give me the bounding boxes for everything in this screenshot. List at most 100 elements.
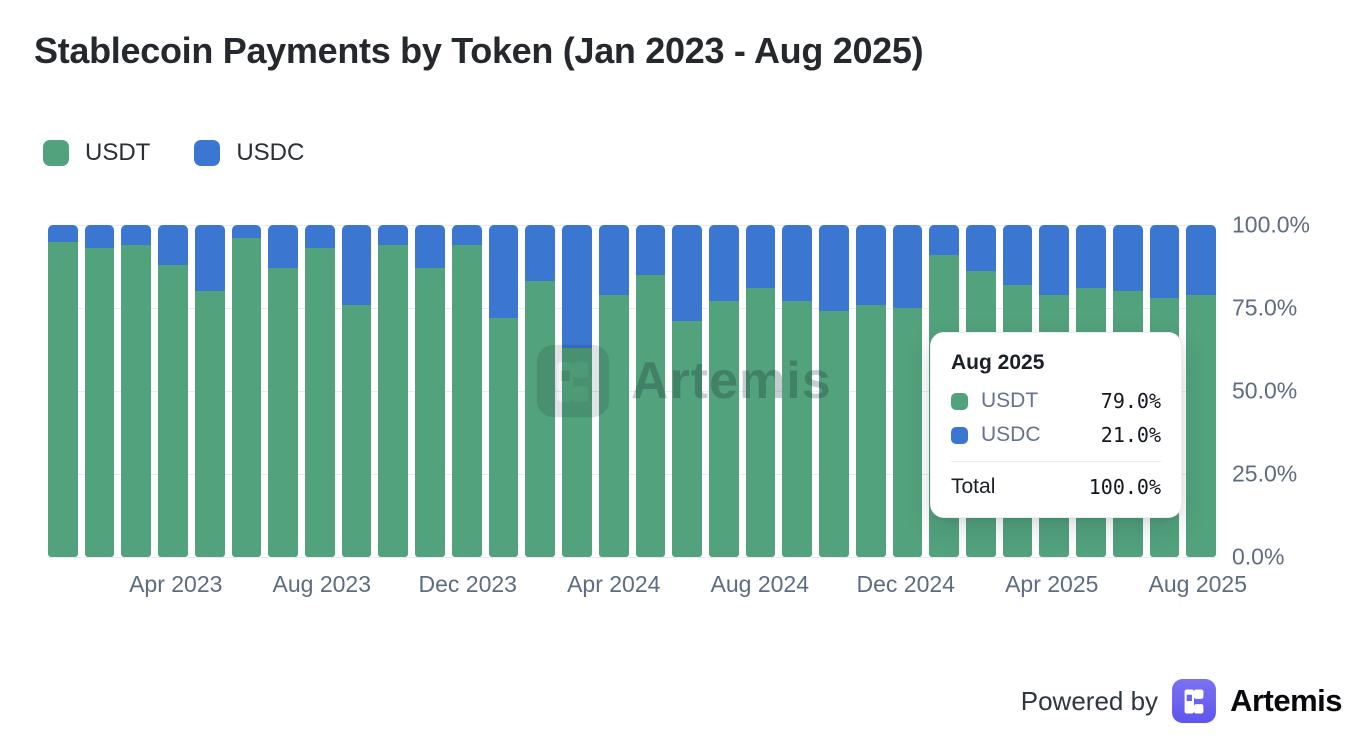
usdt-swatch-icon (951, 392, 968, 410)
bar-segment-usdc (892, 225, 923, 308)
y-axis-tick-label: 25.0% (1232, 460, 1298, 487)
bar-segment-usdt (488, 317, 519, 557)
page-title: Stablecoin Payments by Token (Jan 2023 -… (34, 30, 924, 71)
usdt-swatch-icon (43, 140, 69, 166)
bar-column[interactable] (378, 225, 409, 557)
legend-label-usdc: USDC (236, 139, 305, 166)
tooltip-row-usdc: USDC 21.0% (951, 423, 1161, 447)
bar-segment-usdc (451, 225, 482, 245)
x-axis-tick-label: Aug 2025 (1148, 571, 1247, 597)
bar-segment-usdc (194, 225, 225, 292)
bar-segment-usdc (121, 225, 152, 245)
bar-column[interactable] (488, 225, 519, 557)
bar-segment-usdc (1112, 225, 1143, 292)
bar-segment-usdc (562, 225, 592, 348)
x-axis-tick-label: Apr 2024 (567, 571, 661, 597)
bar-column[interactable] (231, 225, 262, 557)
bar-column[interactable] (48, 225, 78, 557)
footer: Powered by Artemis (1021, 678, 1342, 724)
bar-segment-usdc (635, 225, 666, 275)
artemis-logo-icon[interactable] (1171, 678, 1217, 724)
tooltip-divider (951, 461, 1161, 462)
tooltip-label-usdt: USDT (981, 389, 1039, 412)
bar-column[interactable] (415, 225, 445, 557)
tooltip-total-label: Total (951, 475, 996, 498)
bar-column[interactable] (194, 225, 225, 557)
bar-segment-usdc (158, 225, 188, 265)
bar-segment-usdt (892, 308, 923, 557)
bar-segment-usdc (1076, 225, 1106, 289)
bar-segment-usdc (378, 225, 409, 245)
x-axis: Apr 2023 Aug 2023 Dec 2023 Apr 2024 Aug 2024… (48, 571, 1247, 603)
y-axis-tick-label: 100.0% (1232, 211, 1311, 238)
bar-segment-usdt (672, 321, 702, 557)
bar-segment-usdc (929, 225, 959, 255)
bar-column[interactable] (855, 225, 886, 557)
x-axis-tick-label: Aug 2023 (272, 571, 371, 597)
bar-segment-usdt (525, 281, 556, 557)
bar-column[interactable] (525, 225, 556, 557)
bar-segment-usdt (635, 274, 666, 557)
bar-column[interactable] (745, 225, 776, 557)
tooltip-title: Aug 2025 (951, 351, 1045, 374)
legend-item-usdc[interactable]: USDC (194, 139, 304, 167)
bar-segment-usdc (268, 225, 299, 269)
bar-column[interactable] (1186, 225, 1216, 557)
bar-segment-usdt (305, 248, 335, 557)
tooltip-total-value: 100.0% (1088, 475, 1161, 499)
bar-column[interactable] (121, 225, 152, 557)
bar-column[interactable] (892, 225, 923, 557)
bar-segment-usdt (1186, 294, 1216, 557)
tooltip: Aug 2025 USDT 79.0% USDC 21.0% Total 100… (930, 332, 1182, 518)
bar-column[interactable] (84, 225, 115, 557)
bar-segment-usdt (268, 268, 299, 557)
bar-column[interactable] (341, 225, 372, 557)
bar-segment-usdt (562, 347, 592, 557)
bar-segment-usdt (708, 301, 739, 557)
artemis-brand-text[interactable]: Artemis (1230, 683, 1342, 718)
bar-segment-usdc (1002, 225, 1033, 285)
bar-segment-usdt (782, 301, 813, 557)
bar-segment-usdc (855, 225, 886, 305)
tooltip-total-row: Total 100.0% (951, 475, 1161, 499)
bar-column[interactable] (562, 225, 592, 557)
bar-segment-usdt (855, 304, 886, 557)
bar-column[interactable] (672, 225, 702, 557)
bar-segment-usdt (341, 304, 372, 557)
y-axis-tick-label: 0.0% (1232, 543, 1285, 570)
y-axis-tick-label: 50.0% (1232, 377, 1298, 404)
bar-segment-usdc (1186, 225, 1216, 295)
bar-segment-usdt (819, 311, 849, 557)
legend-item-usdt[interactable]: USDT (43, 139, 150, 167)
bar-column[interactable] (819, 225, 849, 557)
bar-segment-usdc (965, 225, 996, 272)
x-axis-tick-label: Dec 2024 (856, 571, 955, 597)
bar-segment-usdt (121, 244, 152, 557)
bar-segment-usdc (305, 225, 335, 249)
usdc-swatch-icon (951, 426, 968, 444)
usdc-swatch-icon (194, 140, 221, 166)
bar-column[interactable] (782, 225, 813, 557)
tooltip-value-usdt: 79.0% (1100, 389, 1161, 413)
bar-column[interactable] (708, 225, 739, 557)
bar-segment-usdc (525, 225, 556, 282)
x-axis-tick-label: Aug 2024 (710, 571, 809, 597)
legend-label-usdt: USDT (85, 139, 151, 166)
bar-column[interactable] (451, 225, 482, 557)
gridline (48, 225, 1216, 226)
legend: USDT USDC (43, 139, 304, 167)
bar-segment-usdc (745, 225, 776, 289)
powered-by-text: Powered by (1020, 685, 1159, 716)
bar-column[interactable] (268, 225, 299, 557)
bar-column[interactable] (158, 225, 188, 557)
gridline (48, 557, 1216, 558)
bar-column[interactable] (598, 225, 629, 557)
tooltip-value-usdc: 21.0% (1100, 423, 1161, 447)
bar-segment-usdc (782, 225, 813, 302)
bar-column[interactable] (635, 225, 666, 557)
bar-segment-usdt (194, 291, 225, 557)
tooltip-row-usdt: USDT 79.0% (951, 389, 1161, 413)
tooltip-label-usdc: USDC (981, 423, 1041, 446)
bar-column[interactable] (305, 225, 335, 557)
